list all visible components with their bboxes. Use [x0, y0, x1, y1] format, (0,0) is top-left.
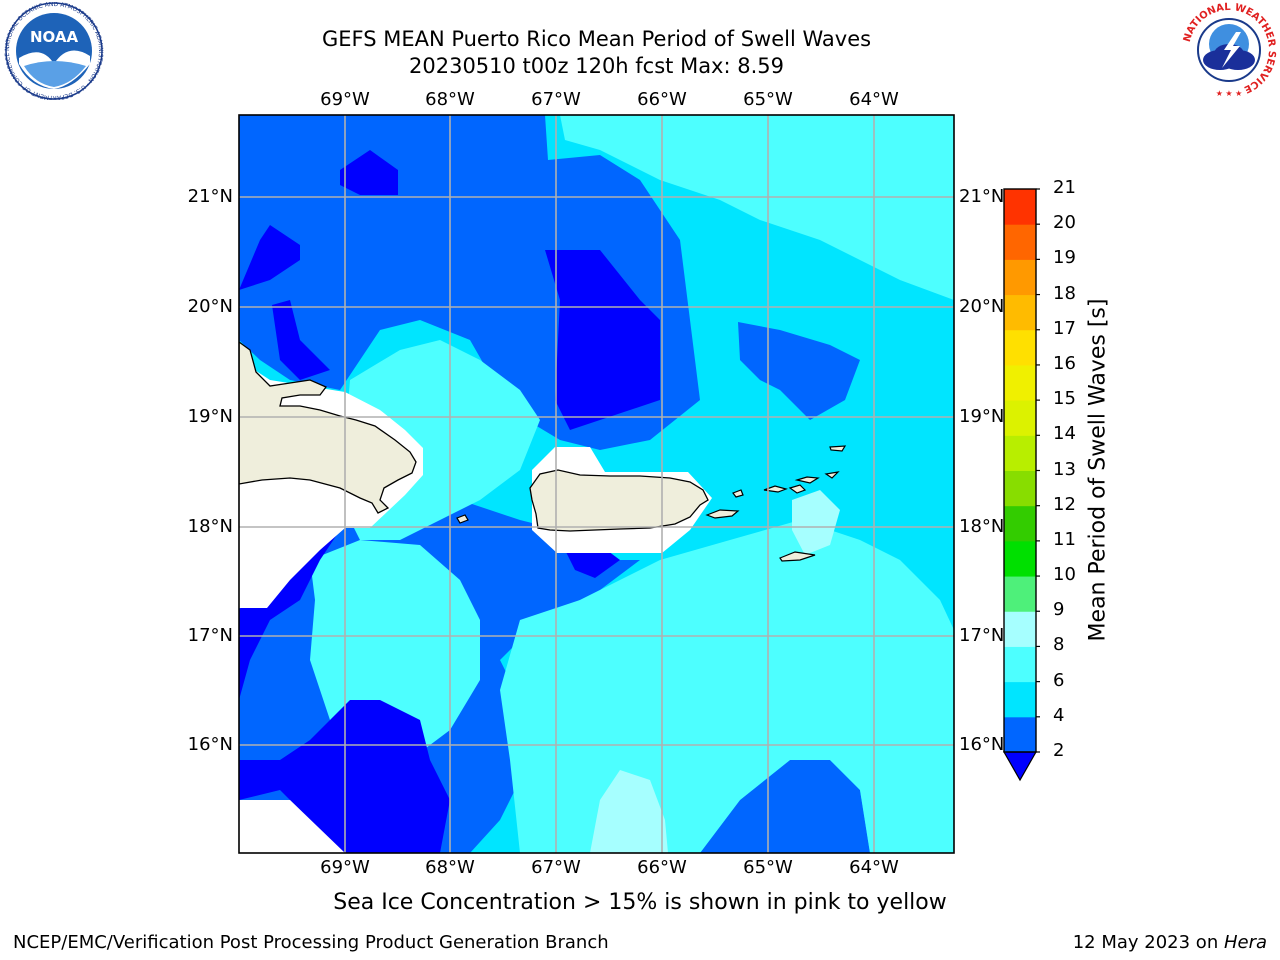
island-mona [456, 514, 469, 524]
colorbar-tick-label: 20 [1053, 212, 1076, 234]
colorbar-swatch [1004, 435, 1036, 471]
colorbar-swatch [1004, 505, 1036, 542]
period-8-9-area-east [792, 490, 840, 555]
colorbar-tick-label: 2 [1053, 740, 1065, 761]
sea-ice-note: Sea Ice Concentration > 15% is shown in … [333, 890, 947, 915]
nws-logo: NATIONAL WEATHER SERVICE ★ ★ ★ [1181, 2, 1277, 98]
colorbar-tick-label: 12 [1053, 493, 1076, 515]
colorbar-swatch [1004, 364, 1036, 401]
period-below-2-area-pr-south [565, 545, 620, 578]
colorbar-tick-label: 15 [1053, 388, 1076, 410]
lat-tick-right: 19°N [959, 406, 1005, 427]
colorbar-tick-label: 21 [1053, 177, 1076, 198]
noaa-logo: NATIONAL OCEANIC AND ATMOSPHERIC ADMINIS… [2, 2, 104, 100]
colorbar-swatch [1004, 224, 1036, 260]
colorbar-tick-label: 9 [1053, 599, 1065, 621]
masked-area-hispaniola-south [239, 528, 345, 608]
lat-tick-right: 20°N [959, 296, 1005, 317]
colorbar-swatch [1004, 540, 1036, 577]
lat-tick-left: 17°N [187, 625, 233, 646]
period-2-4-area-southeast [700, 760, 870, 853]
colorbar-tick-label: 18 [1053, 282, 1076, 304]
island-anegada [829, 445, 847, 452]
lat-tick-right: 21°N [959, 186, 1005, 207]
island-tortola [794, 476, 820, 484]
period-6-8-area-northeast [560, 115, 954, 300]
lat-tick-left: 19°N [187, 406, 233, 427]
colorbar-label: Mean Period of Swell Waves [s] [1085, 298, 1111, 642]
island-virgin-gorda [824, 471, 840, 479]
lat-tick-left: 18°N [187, 516, 233, 537]
island-st-thomas [763, 485, 788, 493]
island-culebra [732, 489, 744, 498]
masked-area-sw-corner [239, 800, 345, 853]
lon-tick-bottom: 66°W [637, 857, 687, 878]
colorbar [1002, 188, 1040, 782]
period-below-2-area-west [239, 225, 300, 290]
island-vieques [705, 509, 740, 519]
lon-tick-top: 65°W [743, 89, 793, 110]
colorbar-swatch [1004, 259, 1036, 296]
lon-tick-bottom: 67°W [531, 857, 581, 878]
lat-tick-right: 16°N [959, 734, 1005, 755]
colorbar-tick-label: 13 [1053, 458, 1076, 480]
colorbar-swatch [1004, 611, 1036, 647]
footer-date: 12 May 2023 on Hera [1073, 932, 1267, 953]
lat-tick-left: 16°N [187, 734, 233, 755]
colorbar-swatch [1004, 294, 1036, 331]
graticule [239, 115, 954, 853]
lon-tick-bottom: 64°W [849, 857, 899, 878]
noaa-logo-text: NOAA [30, 28, 79, 46]
lon-tick-bottom: 69°W [320, 857, 370, 878]
colorbar-tick-label: 4 [1053, 704, 1065, 726]
colorbar-swatch [1004, 329, 1036, 366]
lon-tick-top: 68°W [425, 89, 475, 110]
map-subtitle: 20230510 t00z 120h fcst Max: 8.59 [409, 54, 784, 78]
colorbar-tick-label: 8 [1053, 634, 1065, 656]
lon-tick-bottom: 65°W [743, 857, 793, 878]
colorbar-swatch [1004, 400, 1036, 436]
period-6-8-area-east [500, 520, 954, 853]
lon-tick-bottom: 68°W [425, 857, 475, 878]
period-8-9-area-south [590, 770, 668, 853]
colorbar-swatch [1004, 576, 1036, 612]
colorbar-swatch [1004, 470, 1036, 507]
lat-tick-left: 20°N [187, 296, 233, 317]
colorbar-swatch [1004, 681, 1036, 718]
lon-tick-top: 67°W [531, 89, 581, 110]
colorbar-swatch [1004, 646, 1036, 683]
colorbar-tick-label: 16 [1053, 352, 1076, 374]
island-st-croix [779, 551, 816, 562]
land-hispaniola [239, 341, 417, 514]
lon-tick-top: 64°W [849, 89, 899, 110]
period-below-2-area-north [340, 150, 398, 195]
map-title: GEFS MEAN Puerto Rico Mean Period of Swe… [321, 27, 872, 51]
lon-tick-top: 66°W [637, 89, 687, 110]
land-puerto-rico [529, 469, 709, 532]
lat-tick-left: 21°N [187, 186, 233, 207]
lat-tick-right: 17°N [959, 625, 1005, 646]
colorbar-tick-label: 10 [1053, 564, 1076, 586]
colorbar-extend-triangle [1002, 751, 1038, 782]
colorbar-tick-label: 19 [1053, 247, 1076, 269]
colorbar-tick-label: 17 [1053, 317, 1076, 339]
lat-tick-right: 18°N [959, 516, 1005, 537]
island-st-john [788, 484, 807, 494]
period-below-2-area-northeast [545, 250, 660, 430]
lon-tick-top: 69°W [320, 89, 370, 110]
footer-date-text: 12 May 2023 on [1072, 932, 1224, 953]
colorbar-swatch [1004, 189, 1036, 225]
period-below-2-area-west-2 [272, 300, 330, 380]
colorbar-tick-label: 11 [1053, 528, 1076, 550]
footer-branch: NCEP/EMC/Verification Post Processing Pr… [13, 932, 609, 953]
colorbar-tick-label: 6 [1053, 669, 1065, 691]
svg-text:★ ★ ★: ★ ★ ★ [1216, 89, 1243, 98]
map-frame [238, 114, 955, 854]
footer-machine: Hera [1223, 932, 1267, 953]
colorbar-swatch [1004, 716, 1036, 753]
colorbar-tick-label: 14 [1053, 423, 1076, 445]
